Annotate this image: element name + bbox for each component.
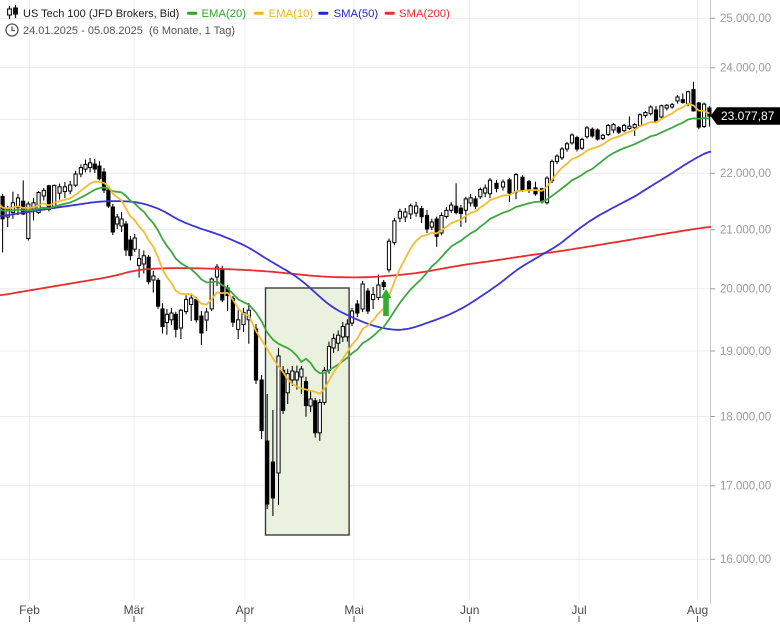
svg-text:US Tech 100 (JFD Brokers, Bid): US Tech 100 (JFD Brokers, Bid) xyxy=(23,8,179,20)
svg-text:22.000,00: 22.000,00 xyxy=(720,168,771,180)
svg-text:Mär: Mär xyxy=(124,603,145,617)
svg-text:20.000,00: 20.000,00 xyxy=(720,284,771,296)
svg-text:Apr: Apr xyxy=(236,603,255,617)
svg-text:SMA(50): SMA(50) xyxy=(334,8,379,20)
svg-text:EMA(20): EMA(20) xyxy=(202,8,247,20)
svg-text:Jul: Jul xyxy=(571,603,586,617)
svg-text:Feb: Feb xyxy=(19,603,40,617)
svg-text:19.000,00: 19.000,00 xyxy=(720,346,771,358)
svg-text:24.01.2025 - 05.08.2025 (6 Mo: 24.01.2025 - 05.08.2025 (6 Monate, 1 Tag… xyxy=(23,25,235,37)
svg-text:18.000,00: 18.000,00 xyxy=(720,411,771,423)
svg-text:SMA(200): SMA(200) xyxy=(399,8,450,20)
svg-text:EMA(10): EMA(10) xyxy=(269,8,314,20)
svg-text:Jun: Jun xyxy=(460,603,479,617)
svg-text:21.000,00: 21.000,00 xyxy=(720,225,771,237)
svg-text:16.000,00: 16.000,00 xyxy=(720,554,771,566)
svg-text:25.000,00: 25.000,00 xyxy=(720,13,771,25)
svg-text:Aug: Aug xyxy=(687,603,708,617)
svg-text:23.077,87: 23.077,87 xyxy=(721,109,775,123)
svg-text:Mai: Mai xyxy=(344,603,363,617)
svg-text:24.000,00: 24.000,00 xyxy=(720,63,771,75)
svg-text:17.000,00: 17.000,00 xyxy=(720,481,771,493)
